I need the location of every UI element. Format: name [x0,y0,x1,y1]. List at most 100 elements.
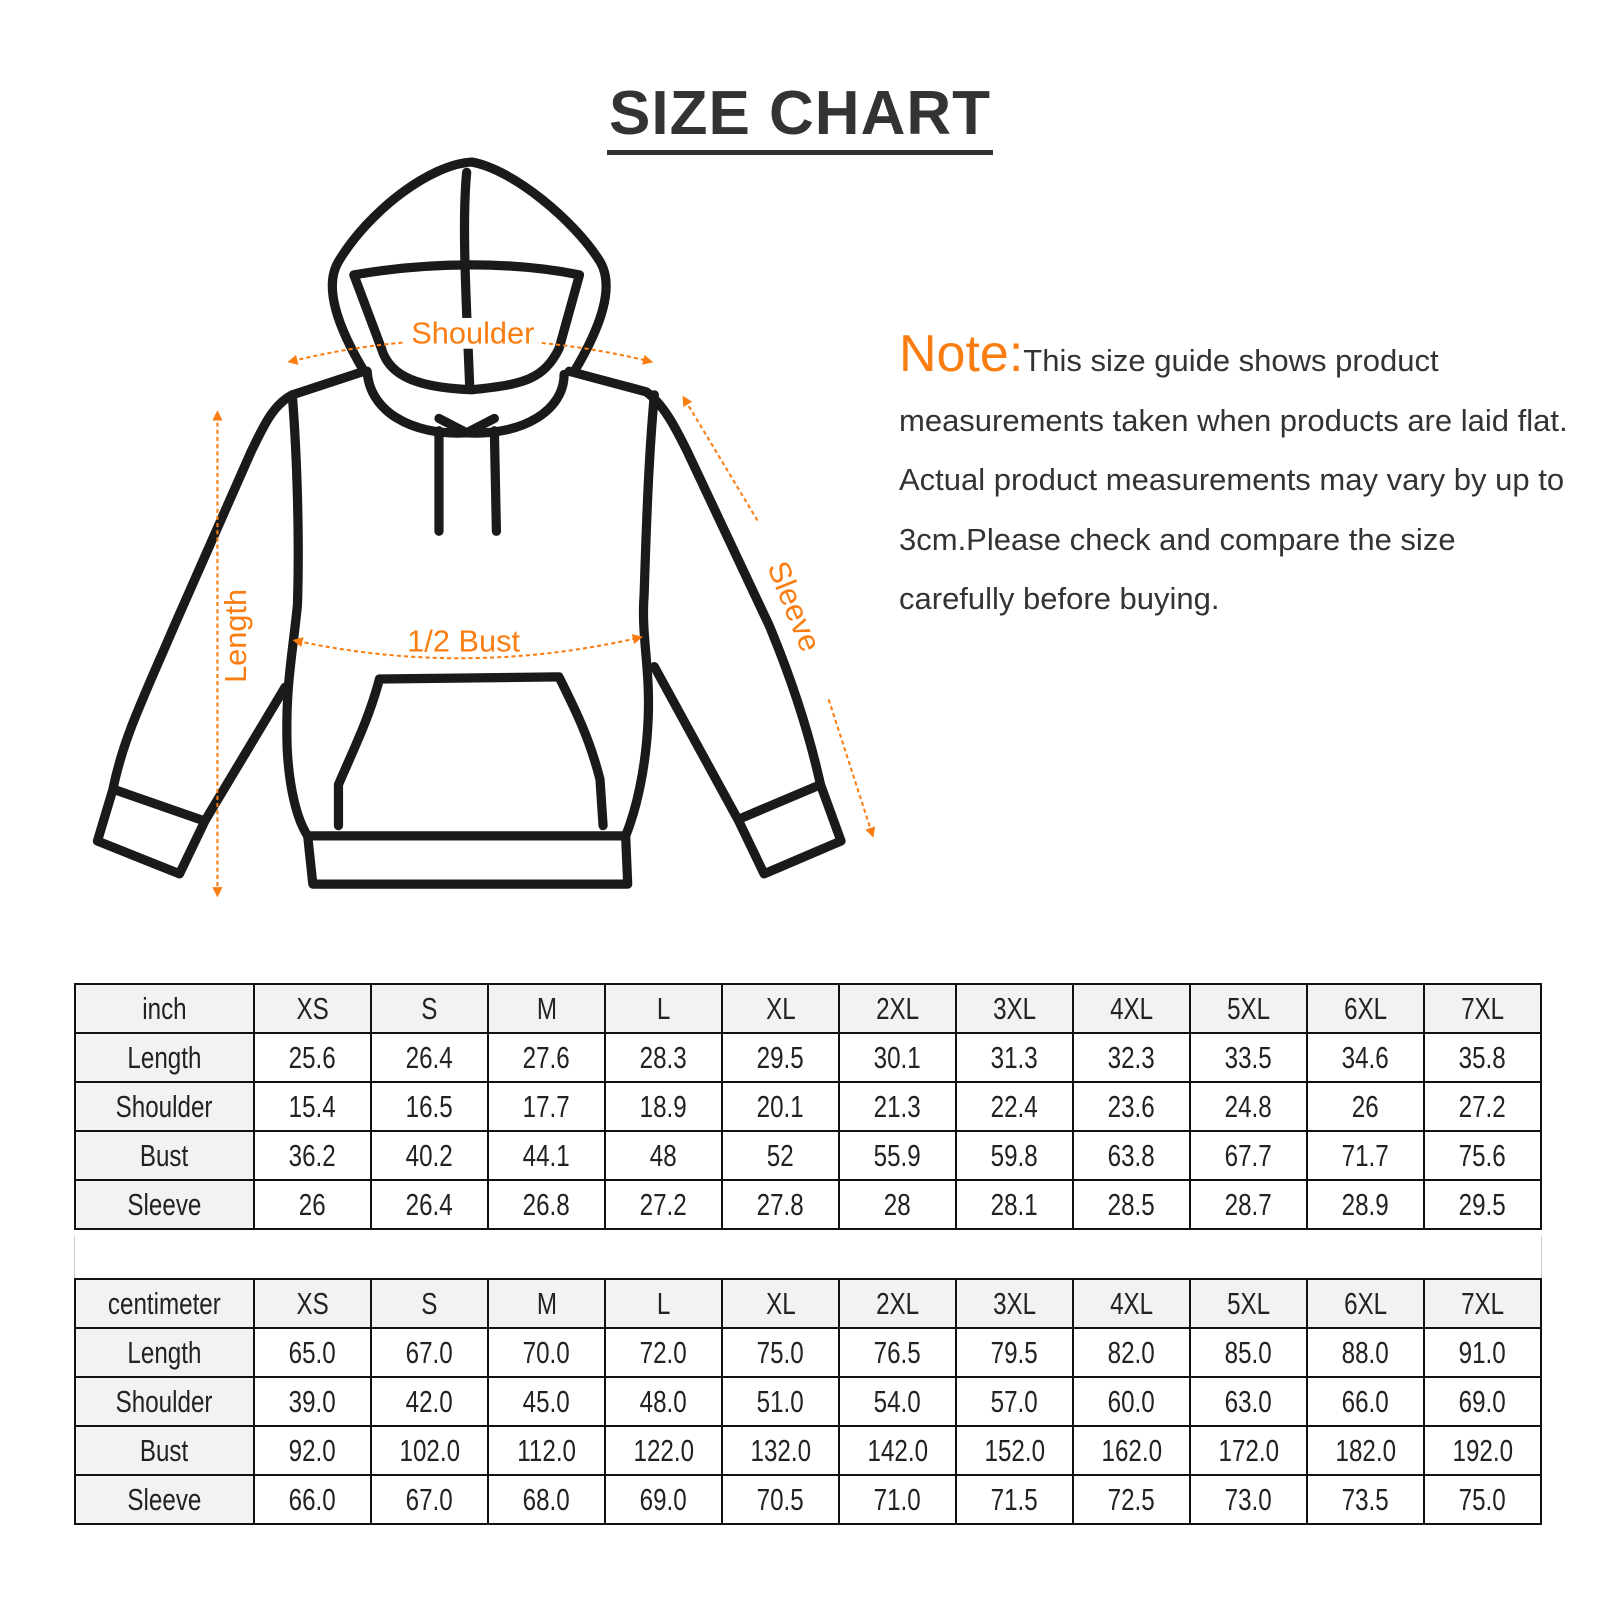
value-cell-text: 45.0 [522,1383,571,1419]
value-cell-text: 72.0 [639,1334,688,1370]
value-cell: 192.0 [1423,1425,1542,1476]
page-title: SIZE CHART [0,78,1600,155]
table-row: Sleeve 66.0 67.0 68.0 69.0 70.5 71.0 71.5 72.5 73… [74,1474,1542,1525]
value-cell: 27.2 [1423,1081,1542,1132]
value-cell: 39.0 [253,1376,372,1427]
measure-lines [212,338,876,898]
value-cell: 22.4 [955,1081,1074,1132]
table-row: Bust 92.0 102.0 112.0 122.0 132.0 142.0 152.0 16… [74,1425,1542,1476]
value-cell: 67.0 [370,1327,489,1378]
value-cell: 15.4 [253,1081,372,1132]
value-cell-text: 79.5 [990,1334,1039,1370]
row-label: Bust [74,1130,255,1181]
size-header-text: S [421,1285,438,1321]
value-cell-text: 70.5 [756,1481,805,1517]
value-cell: 29.5 [1423,1179,1542,1230]
value-cell: 92.0 [253,1425,372,1476]
value-cell-text: 69.0 [639,1481,688,1517]
size-header: S [370,983,489,1034]
value-cell-text: 44.1 [522,1137,571,1173]
size-header: 6XL [1306,983,1425,1034]
value-cell: 70.5 [721,1474,840,1525]
value-cell-text: 26.4 [405,1186,454,1222]
row-label-text: Shoulder [116,1088,213,1124]
value-cell-text: 28.9 [1341,1186,1390,1222]
value-cell: 51.0 [721,1376,840,1427]
value-cell: 82.0 [1072,1327,1191,1378]
value-cell-text: 112.0 [517,1432,576,1468]
value-cell: 26 [1306,1081,1425,1132]
table-row: Bust 36.2 40.2 44.1 48 52 55.9 59.8 63.8 67.7 71.7… [74,1130,1542,1181]
note-text: This size guide shows product measuremen… [899,343,1568,616]
row-label-text: Bust [140,1137,189,1173]
table-row: Length 25.6 26.4 27.6 28.3 29.5 30.1 31.3 32.3 33… [74,1032,1542,1083]
value-cell-text: 55.9 [873,1137,922,1173]
bust-arrow [292,634,643,660]
size-header-text: 3XL [992,1285,1037,1321]
value-cell: 122.0 [604,1425,723,1476]
value-cell-text: 75.0 [756,1334,805,1370]
row-label-text: Length [127,1039,202,1075]
value-cell: 68.0 [487,1474,606,1525]
value-cell-text: 70.0 [522,1334,571,1370]
value-cell: 172.0 [1189,1425,1308,1476]
value-cell: 66.0 [1306,1376,1425,1427]
value-cell-text: 57.0 [990,1383,1039,1419]
value-cell: 48 [604,1130,723,1181]
value-cell: 28.1 [955,1179,1074,1230]
value-cell: 79.5 [955,1327,1074,1378]
value-cell-text: 66.0 [1341,1383,1390,1419]
value-cell: 26.4 [370,1032,489,1083]
size-header: S [370,1278,489,1329]
unit-header-text: centimeter [108,1285,221,1321]
size-header: 5XL [1189,1278,1308,1329]
value-cell: 54.0 [838,1376,957,1427]
value-cell-text: 31.3 [990,1039,1039,1075]
value-cell: 30.1 [838,1032,957,1083]
value-cell-text: 142.0 [867,1432,928,1468]
unit-header: centimeter [74,1278,255,1329]
value-cell-text: 54.0 [873,1383,922,1419]
value-cell: 44.1 [487,1130,606,1181]
value-cell: 20.1 [721,1081,840,1132]
value-cell: 28.3 [604,1032,723,1083]
value-cell: 26 [253,1179,372,1230]
value-cell-text: 67.0 [405,1334,454,1370]
size-header: 4XL [1072,1278,1191,1329]
value-cell-text: 39.0 [288,1383,337,1419]
value-cell-text: 16.5 [405,1088,454,1124]
value-cell: 72.5 [1072,1474,1191,1525]
value-cell: 152.0 [955,1425,1074,1476]
size-header: 6XL [1306,1278,1425,1329]
note-label: Note: [899,325,1024,383]
value-cell-text: 59.8 [990,1137,1039,1173]
value-cell: 88.0 [1306,1327,1425,1378]
size-header-text: 6XL [1343,1285,1388,1321]
row-label-text: Sleeve [127,1481,202,1517]
value-cell: 26.4 [370,1179,489,1230]
value-cell: 28.7 [1189,1179,1308,1230]
value-cell-text: 152.0 [984,1432,1045,1468]
value-cell-text: 76.5 [873,1334,922,1370]
sleeve-arrow-bottom [827,699,876,838]
value-cell-text: 69.0 [1458,1383,1507,1419]
size-header-text: 7XL [1460,1285,1505,1321]
value-cell: 55.9 [838,1130,957,1181]
value-cell-text: 18.9 [639,1088,688,1124]
row-label: Shoulder [74,1081,255,1132]
size-header: XL [721,1278,840,1329]
size-header-text: 3XL [992,990,1037,1026]
value-cell-text: 15.4 [288,1088,337,1124]
value-cell: 34.6 [1306,1032,1425,1083]
value-cell: 182.0 [1306,1425,1425,1476]
size-header-text: L [656,1285,671,1321]
value-cell: 27.6 [487,1032,606,1083]
value-cell: 71.7 [1306,1130,1425,1181]
size-header-text: XL [765,1285,796,1321]
value-cell-text: 20.1 [756,1088,805,1124]
value-cell: 27.8 [721,1179,840,1230]
inch-size-table: inch XS S M L XL 2XL 3XL 4XL 5XL 6XL 7XL Length 25.6 2… [74,983,1542,1230]
size-header: 7XL [1423,983,1542,1034]
shoulder-label: Shoulder [411,316,534,351]
value-cell-text: 27.6 [522,1039,571,1075]
